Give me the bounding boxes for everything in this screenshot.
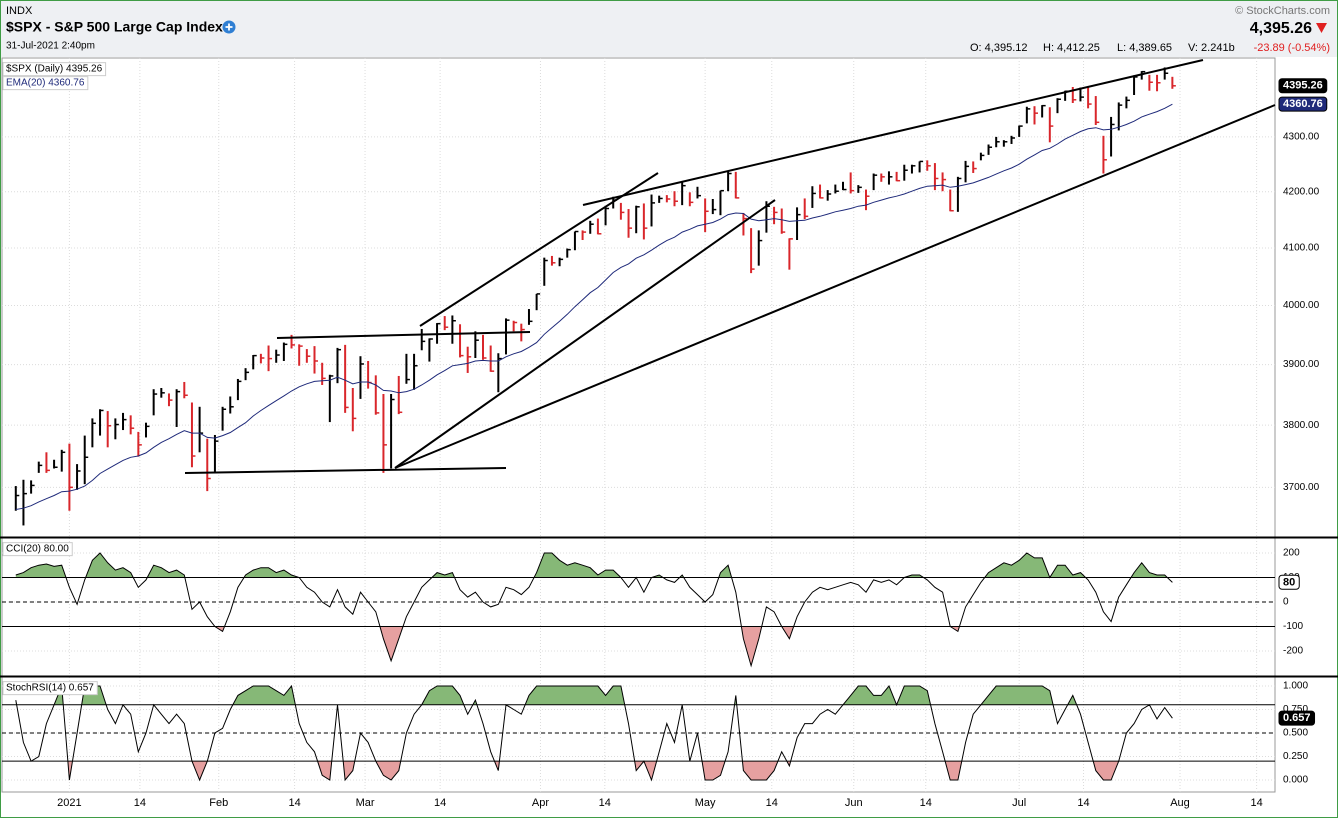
change-value: -23.89 (-0.54%) <box>1254 42 1330 54</box>
y-tick-label: 0.500 <box>1283 728 1308 739</box>
y-tick-label: 3700.00 <box>1283 482 1320 493</box>
down-arrow <box>1316 23 1327 33</box>
trend-lines <box>184 59 1276 474</box>
value-tag-text: 0.657 <box>1283 712 1311 724</box>
x-tick-label: 14 <box>134 797 146 809</box>
copyright[interactable]: © StockCharts.com <box>1235 5 1330 17</box>
indicator-line <box>15 684 1173 782</box>
y-tick-label: 3900.00 <box>1283 359 1320 370</box>
panel <box>1 676 1276 793</box>
value-tag <box>1278 78 1328 94</box>
y-tick-label: 200 <box>1283 548 1300 559</box>
trend-line <box>394 199 776 469</box>
value-tag-text: 80 <box>1283 576 1295 588</box>
x-tick-label: Jul <box>1012 797 1026 809</box>
x-tick-label: Aug <box>1170 797 1190 809</box>
trend-line <box>394 104 1276 469</box>
add-icon-plus <box>225 23 233 31</box>
x-tick-label: 14 <box>288 797 300 809</box>
y-tick-label: 3800.00 <box>1283 420 1320 431</box>
y-tick-label: 4300.00 <box>1283 132 1320 143</box>
legend-bg <box>2 681 98 696</box>
legend-entry: StochRSI(14) 0.657 <box>6 683 94 694</box>
value-tag <box>1278 96 1328 112</box>
ema-line <box>15 103 1173 510</box>
x-tick-label: Feb <box>209 797 228 809</box>
legend-entry: $SPX (Daily) 4395.26 <box>6 64 103 75</box>
last-price: 4,395.26 <box>1250 20 1312 37</box>
value-tag-text: 4360.76 <box>1283 98 1323 110</box>
overbought-area <box>15 686 1173 705</box>
y-tick-label: 0 <box>1283 597 1289 608</box>
legend-bg <box>2 542 73 557</box>
y-tick-label: 0.000 <box>1283 775 1308 786</box>
value-tag-text: 4395.26 <box>1283 80 1323 92</box>
trend-line <box>184 467 507 474</box>
trend-line <box>419 172 659 327</box>
y-tick-label: 4200.00 <box>1283 186 1320 197</box>
low-value: L: 4,389.65 <box>1117 42 1172 54</box>
x-tick-label: 2021 <box>57 797 81 809</box>
y-tick-label: 0.750 <box>1283 704 1308 715</box>
panel <box>1 537 1276 677</box>
x-tick-label: 14 <box>599 797 611 809</box>
trend-line <box>582 59 1204 206</box>
y-tick-label: -100 <box>1283 621 1303 632</box>
y-tick-label: 4100.00 <box>1283 243 1320 254</box>
timestamp: 31-Jul-2021 2:40pm <box>6 41 95 52</box>
exchange: INDX <box>6 5 33 17</box>
x-tick-label: 14 <box>1077 797 1089 809</box>
x-tick-label: Jun <box>845 797 863 809</box>
legend-entry: CCI(20) 80.00 <box>6 544 69 555</box>
value-tag <box>1278 710 1316 726</box>
x-tick-label: Mar <box>356 797 375 809</box>
value-tag <box>1278 574 1300 590</box>
high-value: H: 4,412.25 <box>1043 42 1100 54</box>
overlay: 3700.00 3800.00 3900.00 4000.00 4100.00 4200.… <box>0 62 1338 809</box>
trend-line <box>276 331 531 339</box>
y-tick-label: 0.250 <box>1283 751 1308 762</box>
overbought-area <box>15 553 1168 578</box>
plot-area <box>1 57 1276 793</box>
x-tick-label: 14 <box>766 797 778 809</box>
x-tick-label: 14 <box>920 797 932 809</box>
legend-entry: EMA(20) 4360.76 <box>6 78 85 89</box>
y-tick-label: 1.000 <box>1283 681 1308 692</box>
y-tick-label: -200 <box>1283 646 1303 657</box>
x-tick-label: 14 <box>1250 797 1262 809</box>
legend-bg <box>2 62 107 77</box>
chart-title[interactable]: $SPX - S&P 500 Large Cap Index <box>6 19 223 35</box>
x-tick-label: Apr <box>532 797 549 809</box>
legend-bg <box>2 76 89 91</box>
x-tick-label: May <box>695 797 716 809</box>
x-tick-label: 14 <box>434 797 446 809</box>
open-value: O: 4,395.12 <box>970 42 1028 54</box>
y-tick-label: 4000.00 <box>1283 300 1320 311</box>
indicator-line <box>15 552 1173 668</box>
volume-value: V: 2.241b <box>1188 42 1235 54</box>
